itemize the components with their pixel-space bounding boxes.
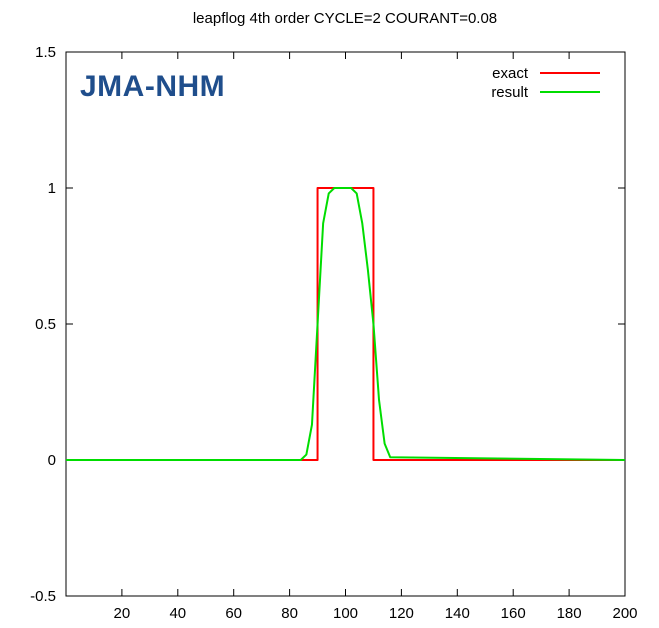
x-tick-label: 120 [389,605,414,622]
x-tick-label: 40 [169,605,186,622]
y-tick-label: 0 [48,452,56,469]
series-line-result [66,187,626,461]
x-tick-label: 200 [612,605,637,622]
x-tick-label: 20 [114,605,131,622]
x-tick-label: 140 [445,605,470,622]
y-tick-label: -0.5 [30,588,56,605]
x-tick-label: 60 [225,605,242,622]
legend-label-exact: exact [492,65,529,82]
x-tick-label: 180 [557,605,582,622]
x-tick-label: 160 [501,605,526,622]
y-tick-label: 1 [48,180,56,197]
overlay-label: JMA-NHM [80,70,226,103]
series-layer [66,187,626,461]
tick-layer: 20 40 60 80 100 120 140 160 180 200 -0.5 0 0.5 1 1.5 [30,44,637,622]
legend: exact result [491,65,600,101]
chart-title: leapflog 4th order CYCLE=2 COURANT=0.08 [193,10,497,27]
legend-label-result: result [491,84,529,101]
x-tick-label: 100 [333,605,358,622]
x-tick-label: 80 [281,605,298,622]
y-tick-label: 0.5 [35,316,56,333]
y-tick-label: 1.5 [35,44,56,61]
series-line-exact [66,187,625,461]
plot-frame [65,51,626,597]
